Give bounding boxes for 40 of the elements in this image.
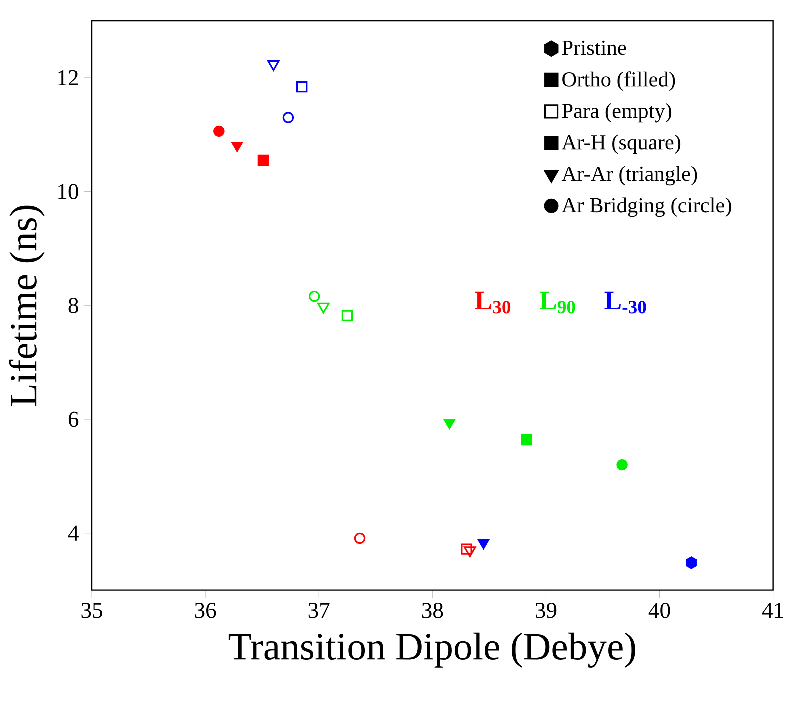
text: L$_{-30}$ [604,292,646,314]
legend-label: Ar-Ar (triangle) [562,166,698,186]
point [296,81,308,93]
text: L$_{30}$ [475,292,511,314]
legend-label: Pristine [562,40,626,56]
legend-label: Para (empty) [562,103,672,123]
point [258,154,270,166]
point [461,544,472,555]
x-tick-label: 41 [762,603,784,618]
point [342,310,354,322]
legend-label: Ar-H (square) [562,134,681,154]
point [686,556,698,570]
x-tick-label: 35 [82,603,102,618]
text: L$_{90}$ [540,292,576,314]
y-tick-label: 6 [68,412,79,428]
x-tick-label: 38 [422,603,444,618]
point [521,434,533,446]
legend-label: Ortho (filled) [562,72,676,92]
y-tick-label: 12 [58,70,78,86]
x-tick-label: 40 [648,603,670,618]
y-tick-label: 4 [68,526,79,541]
x-tick-label: 36 [195,603,216,618]
point [616,459,628,471]
x-tick-label: 37 [308,603,330,618]
point [231,142,244,153]
point [444,419,456,430]
point [354,532,366,544]
point [464,546,476,558]
point [214,126,225,138]
y-axis-title: Lifetime (ns) [9,206,45,406]
legend-label: Ar Bridging (circle) [562,198,732,218]
x-axis-title: Transition Dipole (Debye) [228,632,636,668]
y-tick-label: 8 [68,298,78,314]
point [318,302,330,314]
point [268,60,280,72]
x-tick-label: 39 [536,603,557,618]
point [282,112,294,124]
point [308,290,320,302]
point [478,539,490,550]
y-tick-label: 10 [58,184,78,200]
